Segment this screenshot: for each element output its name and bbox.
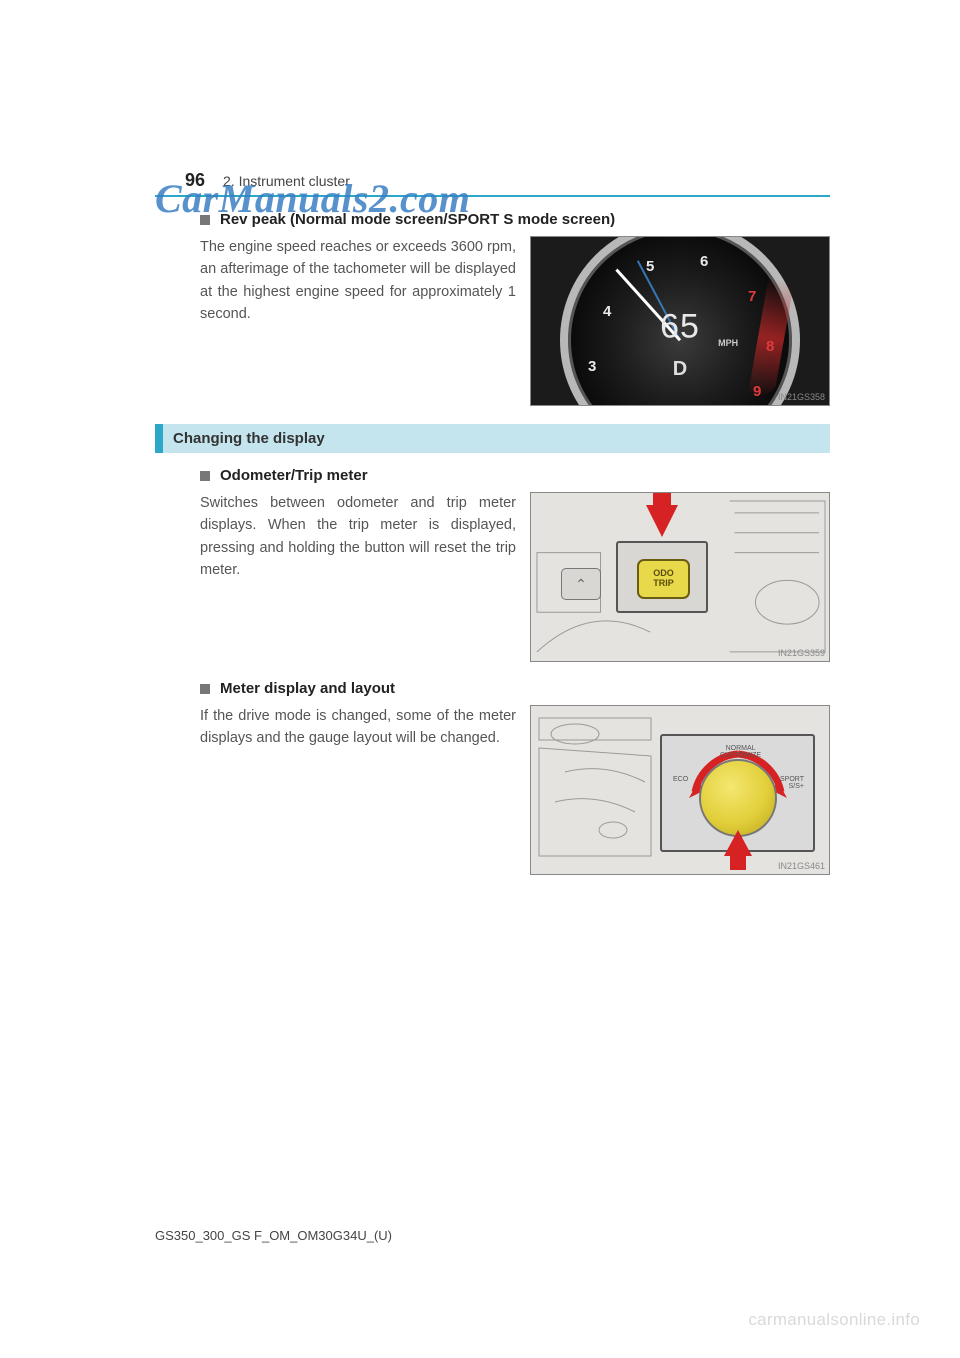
document-code: GS350_300_GS F_OM_OM30G34U_(U) (155, 1228, 392, 1243)
chevron-up-button: ⌃ (561, 568, 601, 600)
square-bullet-icon (200, 684, 210, 694)
speed-unit: MPH (718, 338, 738, 348)
body-text: If the drive mode is changed, some of th… (200, 705, 516, 875)
body-text: The engine speed reaches or exceeds 3600… (200, 236, 516, 406)
image-id: IN21GS461 (778, 861, 825, 871)
mode-label-normal-top: NORMAL (726, 745, 756, 752)
tacho-number: 6 (700, 253, 708, 270)
gear-indicator: D (673, 358, 687, 381)
mode-label-normal: NORMAL CUSTOMIZE (720, 745, 761, 759)
content-row: Switches between odometer and trip meter… (200, 492, 830, 662)
mode-label-sport-top: SPORT (780, 776, 804, 783)
drive-mode-dial (699, 759, 777, 837)
tacho-number: 3 (588, 358, 596, 375)
watermark-text: CarManuals2.com (155, 175, 470, 222)
tacho-number: 4 (603, 303, 611, 320)
red-arrow-down-icon (646, 505, 678, 537)
figure-odo-trip: ⌃ ODO TRIP IN21GS359 (530, 492, 830, 662)
sub-heading: Odometer/Trip meter (220, 467, 368, 484)
mode-label-sport-bot: S/S+ (789, 783, 804, 790)
tacho-number: 8 (766, 338, 774, 355)
odo-label-line2: TRIP (653, 579, 674, 589)
footer-watermark: carmanualsonline.info (748, 1310, 920, 1330)
tacho-number: 7 (748, 288, 756, 305)
tacho-number: 5 (646, 258, 654, 275)
figure-drive-mode: ECO NORMAL CUSTOMIZE SPORT S/S+ IN21GS46… (530, 705, 830, 875)
section-rev-peak: Rev peak (Normal mode screen/SPORT S mod… (200, 211, 830, 406)
section-meter-layout: Meter display and layout If the drive mo… (200, 680, 830, 875)
image-id: IN21GS359 (778, 648, 825, 658)
mode-label-sport: SPORT S/S+ (780, 776, 804, 790)
content-row: The engine speed reaches or exceeds 3600… (200, 236, 830, 406)
speed-readout: 65 (660, 307, 700, 346)
body-text: Switches between odometer and trip meter… (200, 492, 516, 662)
image-id: IN21GS358 (778, 392, 825, 402)
figure-tachometer: 3 4 5 6 7 8 9 65 MPH D IN21GS358 (530, 236, 830, 406)
content-row: If the drive mode is changed, some of th… (200, 705, 830, 875)
odo-button-zoom: ODO TRIP (616, 541, 708, 613)
manual-page: CarManuals2.com 96 2. Instrument cluster… (0, 0, 960, 1358)
square-bullet-icon (200, 471, 210, 481)
sub-heading-row: Meter display and layout (200, 680, 830, 697)
drive-mode-zoom: ECO NORMAL CUSTOMIZE SPORT S/S+ (660, 734, 815, 852)
section-heading-bar: Changing the display (155, 424, 830, 453)
section-odometer: Odometer/Trip meter Switches between odo… (200, 467, 830, 662)
sub-heading-row: Odometer/Trip meter (200, 467, 830, 484)
tacho-number: 9 (753, 383, 761, 400)
red-arrow-up-icon (724, 830, 752, 856)
tachometer-illustration: 3 4 5 6 7 8 9 65 MPH D (560, 236, 800, 406)
odo-trip-button: ODO TRIP (637, 559, 690, 599)
sub-heading: Meter display and layout (220, 680, 395, 697)
interior-lineart (535, 712, 655, 862)
mode-label-eco: ECO (673, 776, 688, 783)
